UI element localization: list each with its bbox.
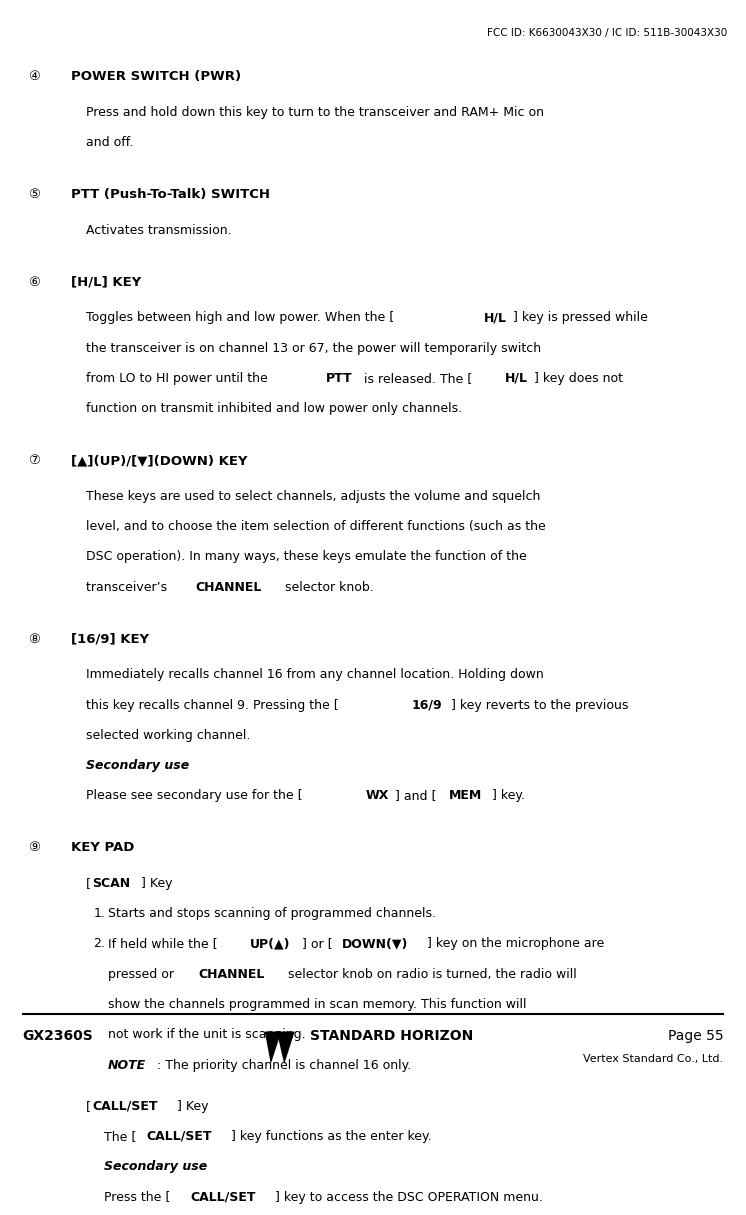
Text: H/L: H/L (504, 372, 527, 385)
Text: Starts and stops scanning of programmed channels.: Starts and stops scanning of programmed … (108, 908, 436, 920)
Text: ⑦: ⑦ (28, 454, 40, 467)
Text: PTT (Push-To-Talk) SWITCH: PTT (Push-To-Talk) SWITCH (71, 188, 270, 202)
Text: Secondary use: Secondary use (86, 759, 189, 772)
Text: ] key on the microphone are: ] key on the microphone are (427, 938, 604, 950)
Text: CALL/SET: CALL/SET (93, 1100, 157, 1113)
Text: this key recalls channel 9. Pressing the [: this key recalls channel 9. Pressing the… (86, 699, 339, 712)
Text: ] key.: ] key. (492, 790, 525, 802)
Text: [16/9] KEY: [16/9] KEY (71, 633, 149, 645)
Text: STANDARD HORIZON: STANDARD HORIZON (310, 1029, 473, 1044)
Text: selector knob.: selector knob. (281, 581, 374, 594)
Text: POWER SWITCH (PWR): POWER SWITCH (PWR) (71, 70, 241, 84)
Text: and off.: and off. (86, 136, 134, 149)
Text: ] Key: ] Key (177, 1100, 208, 1113)
Polygon shape (265, 1032, 281, 1064)
Text: selected working channel.: selected working channel. (86, 729, 250, 742)
Text: WX: WX (366, 790, 389, 802)
Text: ] key is pressed while: ] key is pressed while (513, 311, 648, 324)
Text: UP(▲): UP(▲) (250, 938, 290, 950)
Text: ] or [: ] or [ (302, 938, 333, 950)
Text: ④: ④ (28, 70, 40, 84)
Text: These keys are used to select channels, adjusts the volume and squelch: These keys are used to select channels, … (86, 490, 540, 503)
Text: Please see secondary use for the [: Please see secondary use for the [ (86, 790, 302, 802)
Text: transceiver’s: transceiver’s (86, 581, 171, 594)
Text: ] Key: ] Key (142, 877, 173, 889)
Text: Toggles between high and low power. When the [: Toggles between high and low power. When… (86, 311, 394, 324)
Text: : The priority channel is channel 16 only.: : The priority channel is channel 16 onl… (157, 1058, 412, 1072)
Text: GX2360S: GX2360S (22, 1029, 93, 1044)
Text: ⑧: ⑧ (28, 633, 40, 645)
Text: MEM: MEM (449, 790, 482, 802)
Text: ] key reverts to the previous: ] key reverts to the previous (451, 699, 629, 712)
Text: not work if the unit is scanning.: not work if the unit is scanning. (108, 1028, 306, 1041)
Polygon shape (277, 1032, 295, 1064)
Text: CHANNEL: CHANNEL (198, 968, 265, 981)
Text: CALL/SET: CALL/SET (146, 1130, 212, 1143)
Text: pressed or: pressed or (108, 968, 178, 981)
Text: PTT: PTT (325, 372, 352, 385)
Text: [▲](UP)/[▼](DOWN) KEY: [▲](UP)/[▼](DOWN) KEY (71, 454, 248, 467)
Text: is released. The [: is released. The [ (360, 372, 472, 385)
Text: ⑥: ⑥ (28, 276, 40, 289)
Text: Press and hold down this key to turn to the transceiver and RAM+ Mic on: Press and hold down this key to turn to … (86, 106, 544, 119)
Text: ] and [: ] and [ (395, 790, 437, 802)
Text: ] key functions as the enter key.: ] key functions as the enter key. (231, 1130, 431, 1143)
Text: [: [ (86, 1100, 91, 1113)
Text: Immediately recalls channel 16 from any channel location. Holding down: Immediately recalls channel 16 from any … (86, 668, 544, 682)
Text: ⑨: ⑨ (28, 841, 40, 854)
Text: [H/L] KEY: [H/L] KEY (71, 276, 141, 289)
Text: ] key to access the DSC OPERATION menu.: ] key to access the DSC OPERATION menu. (275, 1191, 542, 1204)
Text: Secondary use: Secondary use (104, 1160, 207, 1174)
Text: CALL/SET: CALL/SET (190, 1191, 256, 1204)
Text: SCAN: SCAN (93, 877, 131, 889)
Text: KEY PAD: KEY PAD (71, 841, 134, 854)
Text: The [: The [ (104, 1130, 137, 1143)
Text: function on transmit inhibited and low power only channels.: function on transmit inhibited and low p… (86, 402, 462, 416)
Text: Page 55: Page 55 (668, 1029, 724, 1044)
Text: 2.: 2. (93, 938, 105, 950)
Text: the transceiver is on channel 13 or 67, the power will temporarily switch: the transceiver is on channel 13 or 67, … (86, 341, 541, 355)
Text: 1.: 1. (93, 908, 105, 920)
Text: DSC operation). In many ways, these keys emulate the function of the: DSC operation). In many ways, these keys… (86, 550, 527, 564)
Text: Press the [: Press the [ (104, 1191, 171, 1204)
Text: level, and to choose the item selection of different functions (such as the: level, and to choose the item selection … (86, 520, 545, 533)
Text: show the channels programmed in scan memory. This function will: show the channels programmed in scan mem… (108, 998, 527, 1011)
Text: ⑤: ⑤ (28, 188, 40, 202)
Text: from LO to HI power until the: from LO to HI power until the (86, 372, 272, 385)
Text: selector knob on radio is turned, the radio will: selector knob on radio is turned, the ra… (284, 968, 577, 981)
Text: ] key does not: ] key does not (534, 372, 624, 385)
Text: FCC ID: K6630043X30 / IC ID: 511B-30043X30: FCC ID: K6630043X30 / IC ID: 511B-30043X… (487, 28, 727, 38)
Text: 16/9: 16/9 (412, 699, 442, 712)
Text: If held while the [: If held while the [ (108, 938, 218, 950)
Text: CHANNEL: CHANNEL (195, 581, 262, 594)
Text: [: [ (86, 877, 91, 889)
Text: NOTE: NOTE (108, 1058, 146, 1072)
Text: Vertex Standard Co., Ltd.: Vertex Standard Co., Ltd. (583, 1055, 724, 1064)
Text: H/L: H/L (483, 311, 507, 324)
Text: Activates transmission.: Activates transmission. (86, 224, 231, 237)
Text: DOWN(▼): DOWN(▼) (342, 938, 408, 950)
